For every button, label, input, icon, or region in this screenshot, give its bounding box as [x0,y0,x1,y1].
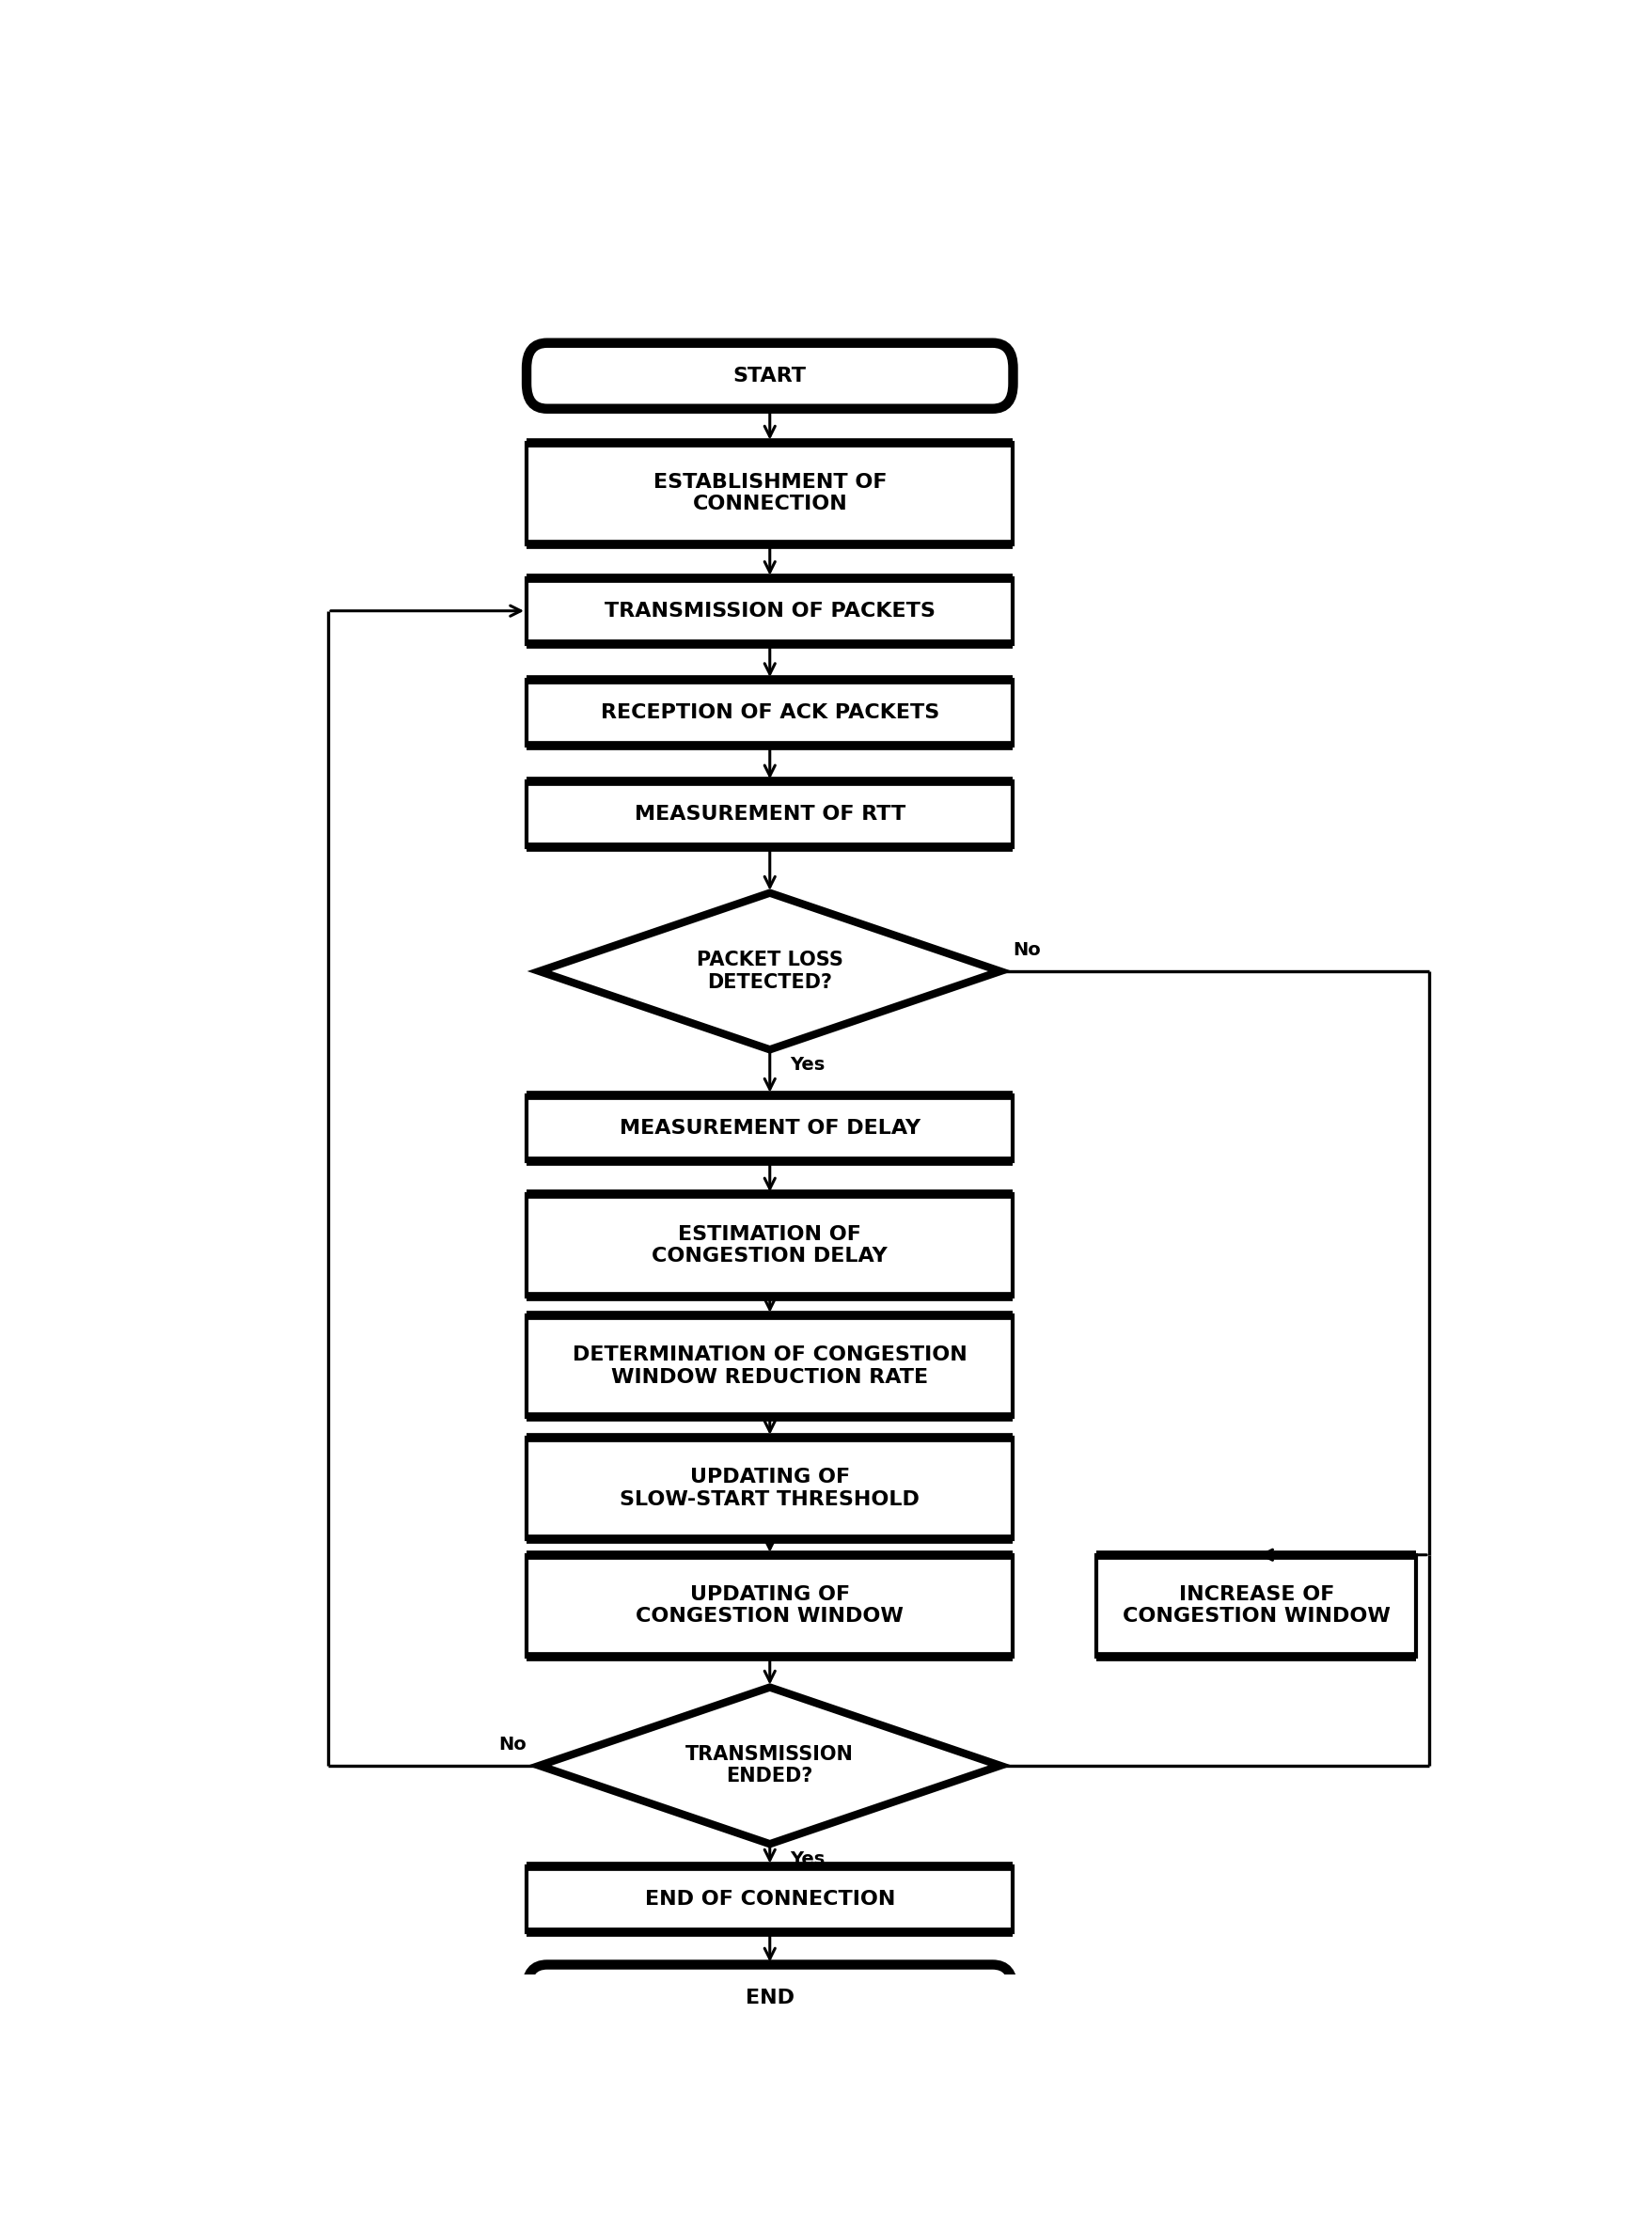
Text: ESTABLISHMENT OF
CONNECTION: ESTABLISHMENT OF CONNECTION [653,472,887,515]
Bar [527,1555,1013,1657]
Bar [527,679,1013,745]
Text: No: No [1013,940,1041,958]
Text: INCREASE OF
CONGESTION WINDOW: INCREASE OF CONGESTION WINDOW [1122,1586,1391,1626]
Text: No: No [499,1734,527,1752]
Bar [527,1196,1013,1295]
Bar [527,781,1013,847]
Text: ESTIMATION OF
CONGESTION DELAY: ESTIMATION OF CONGESTION DELAY [653,1224,887,1266]
Text: TRANSMISSION OF PACKETS: TRANSMISSION OF PACKETS [605,601,935,621]
FancyBboxPatch shape [527,1965,1013,2029]
Polygon shape [539,894,1001,1049]
Text: MEASUREMENT OF DELAY: MEASUREMENT OF DELAY [620,1118,920,1138]
Text: Yes: Yes [790,1056,826,1074]
Bar [527,1096,1013,1160]
Text: Yes: Yes [790,1850,826,1868]
Text: END: END [745,1987,795,2007]
Text: RECEPTION OF ACK PACKETS: RECEPTION OF ACK PACKETS [600,703,940,723]
Text: UPDATING OF
CONGESTION WINDOW: UPDATING OF CONGESTION WINDOW [636,1586,904,1626]
FancyBboxPatch shape [527,344,1013,408]
Bar [527,1865,1013,1932]
Bar [527,1315,1013,1417]
Text: PACKET LOSS
DETECTED?: PACKET LOSS DETECTED? [697,952,843,991]
Text: START: START [733,366,806,386]
Text: DETERMINATION OF CONGESTION
WINDOW REDUCTION RATE: DETERMINATION OF CONGESTION WINDOW REDUC… [573,1346,966,1386]
Bar [527,579,1013,643]
Bar [527,441,1013,543]
Polygon shape [539,1688,1001,1843]
Text: MEASUREMENT OF RTT: MEASUREMENT OF RTT [634,805,905,823]
Text: TRANSMISSION
ENDED?: TRANSMISSION ENDED? [686,1746,854,1785]
Bar [1097,1555,1416,1657]
Bar [527,1437,1013,1539]
Text: END OF CONNECTION: END OF CONNECTION [644,1890,895,1907]
Text: UPDATING OF
SLOW-START THRESHOLD: UPDATING OF SLOW-START THRESHOLD [620,1468,920,1508]
